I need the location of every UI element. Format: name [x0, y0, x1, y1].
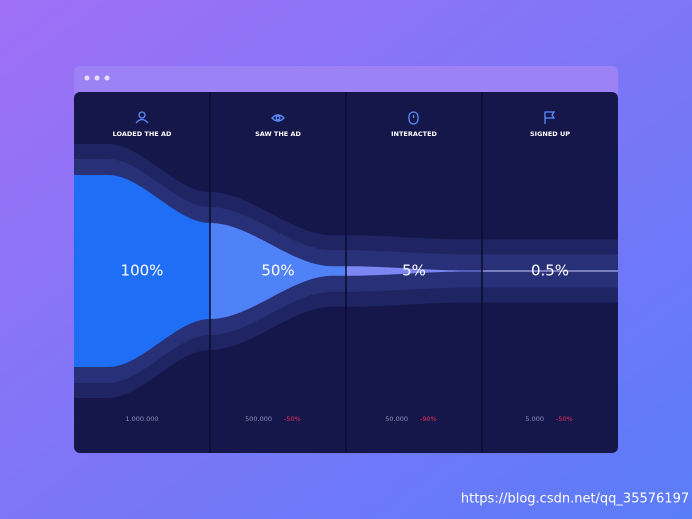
change-label: -90% — [420, 415, 437, 423]
window-body — [74, 92, 618, 453]
window-dot — [94, 75, 100, 81]
icon-mouse — [408, 111, 419, 125]
funnel-segment — [210, 223, 346, 319]
funnel-segment — [74, 175, 210, 367]
icons — [135, 111, 556, 125]
value-label: 5% — [402, 262, 426, 280]
value-label: 50% — [261, 262, 294, 280]
window-dot — [104, 75, 110, 81]
funnel-segment — [346, 266, 482, 276]
count-label: 1.000.000 — [125, 415, 158, 423]
icon-eye — [275, 115, 281, 121]
stage-label: SAW THE AD — [255, 130, 301, 138]
icon-user — [135, 118, 149, 124]
change-label: -50% — [556, 415, 573, 423]
value-label: 100% — [121, 262, 164, 280]
count-label: 50.000 — [385, 415, 408, 423]
count-label: 500.000 — [245, 415, 272, 423]
change-label: -50% — [284, 415, 301, 423]
icon-eye — [271, 114, 285, 122]
watermark: https://blog.csdn.net/qq_35576197 — [461, 492, 689, 507]
icon-flag — [544, 111, 556, 124]
stage-label: LOADED THE AD — [113, 130, 172, 138]
stage-label: INTERACTED — [391, 130, 437, 138]
stage-label: SIGNED UP — [530, 130, 570, 138]
window-dot — [84, 75, 90, 81]
value-label: 0.5% — [531, 262, 569, 280]
count-label: 5.000 — [525, 415, 544, 423]
funnel-segment — [482, 270, 618, 272]
icon-user — [138, 111, 146, 119]
